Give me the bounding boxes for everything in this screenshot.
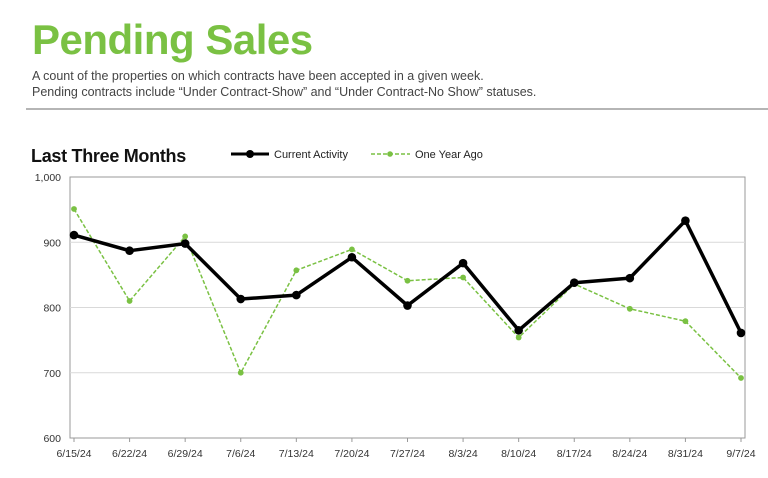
point-one-year-ago (460, 274, 466, 281)
point-current-activity (625, 273, 635, 283)
point-current-activity (125, 246, 134, 256)
point-one-year-ago (126, 298, 133, 304)
point-current-activity (292, 290, 301, 300)
point-one-year-ago (515, 334, 522, 341)
y-tick-label: 900 (43, 237, 61, 249)
x-tick-label: 7/27/24 (390, 448, 425, 460)
point-current-activity (458, 258, 468, 268)
chart-title: Last Three Months (31, 146, 186, 166)
x-tick-label: 9/7/24 (726, 448, 755, 460)
point-current-activity (736, 328, 746, 338)
point-current-activity (569, 278, 579, 288)
point-current-activity (236, 294, 246, 304)
x-tick-label: 8/17/24 (557, 448, 592, 460)
point-one-year-ago (349, 246, 355, 253)
y-tick-label: 700 (43, 368, 61, 380)
point-one-year-ago (293, 267, 300, 274)
point-current-activity (69, 230, 79, 240)
legend-marker-current (246, 150, 254, 158)
point-one-year-ago (626, 305, 633, 312)
point-one-year-ago (237, 369, 244, 376)
legend-label-year-ago: One Year Ago (415, 149, 483, 161)
x-tick-label: 8/31/24 (668, 448, 703, 460)
point-current-activity (347, 252, 357, 262)
point-current-activity (681, 216, 690, 226)
legend: Current Activity One Year Ago (231, 149, 483, 161)
x-tick-label: 8/3/24 (448, 448, 477, 460)
x-tick-label: 7/20/24 (334, 448, 369, 460)
series-layer (69, 206, 746, 381)
point-current-activity (514, 326, 523, 335)
subtitle-line-2: Pending contracts include “Under Contrac… (32, 85, 537, 99)
y-tick-label: 800 (43, 303, 61, 315)
point-one-year-ago (682, 318, 689, 325)
x-tick-label: 6/15/24 (56, 448, 91, 460)
point-one-year-ago (182, 233, 189, 240)
point-one-year-ago (738, 375, 744, 381)
point-one-year-ago (404, 277, 411, 284)
x-tick-label: 6/29/24 (168, 448, 203, 460)
y-tick-label: 600 (43, 433, 61, 445)
point-current-activity (403, 301, 412, 310)
x-tick-label: 7/13/24 (279, 448, 314, 460)
page-title: Pending Sales (32, 16, 313, 63)
legend-marker-year-ago (387, 151, 393, 157)
x-tick-label: 8/24/24 (612, 448, 647, 460)
x-axis-ticks: 6/15/24 6/22/24 6/29/24 7/6/24 7/13/24 7/20/2… (56, 438, 756, 460)
point-one-year-ago (71, 206, 77, 212)
y-tick-label: 1,000 (35, 172, 61, 184)
x-tick-label: 8/10/24 (501, 448, 536, 460)
y-axis-ticks: 600 700 800 900 1,000 (35, 172, 61, 445)
x-tick-label: 6/22/24 (112, 448, 147, 460)
x-tick-label: 7/6/24 (226, 448, 255, 460)
subtitle-line-1: A count of the properties on which contr… (32, 69, 484, 83)
legend-label-current: Current Activity (274, 149, 348, 161)
header-divider (26, 108, 768, 110)
point-current-activity (180, 239, 190, 248)
